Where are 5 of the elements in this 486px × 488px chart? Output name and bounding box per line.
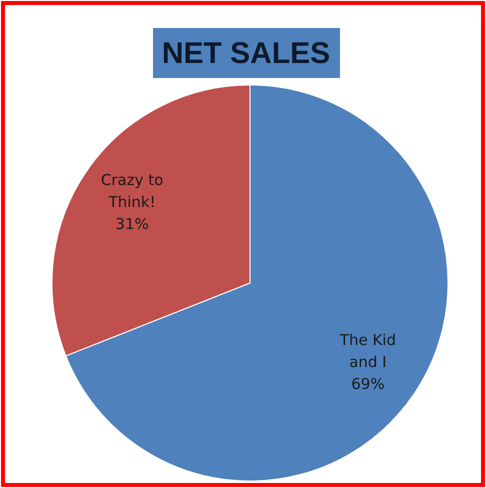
slice-label: Crazy to Think! [100, 170, 164, 211]
data-label: 69% [351, 375, 385, 394]
chart-title: NET SALES [162, 36, 330, 70]
data-label: 31% [115, 214, 149, 233]
slice-label: The Kid and I [338, 331, 396, 372]
